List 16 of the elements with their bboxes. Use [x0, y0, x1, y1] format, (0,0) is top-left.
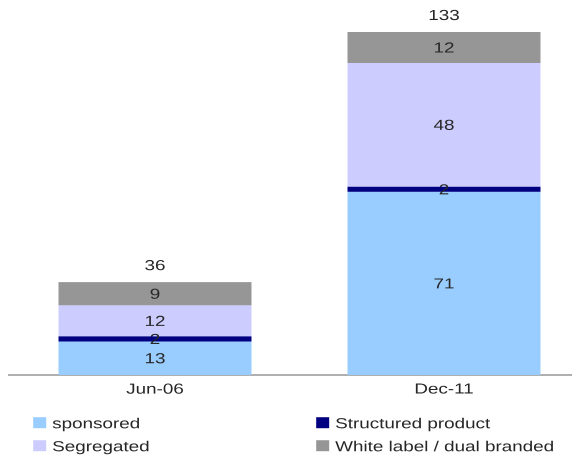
data-label: 12 — [434, 42, 454, 53]
x-tick-label: Dec-11 — [416, 384, 473, 394]
data-label: 9 — [150, 288, 160, 299]
legend-label: sponsored — [52, 418, 139, 432]
data-label: 48 — [434, 120, 454, 130]
data-label: 13 — [146, 353, 165, 364]
legend-label: Structured product — [336, 418, 490, 432]
data-label: 12 — [146, 316, 165, 326]
legend-label: Segregated — [53, 440, 148, 454]
bar — [58, 282, 252, 306]
total-label: 36 — [145, 260, 165, 270]
total-label: 133 — [430, 10, 459, 20]
data-label: 71 — [434, 278, 454, 288]
legend-label: White label / dual branded — [335, 440, 553, 452]
x-tick-label: Jun-06 — [126, 384, 183, 394]
bar — [348, 32, 540, 63]
